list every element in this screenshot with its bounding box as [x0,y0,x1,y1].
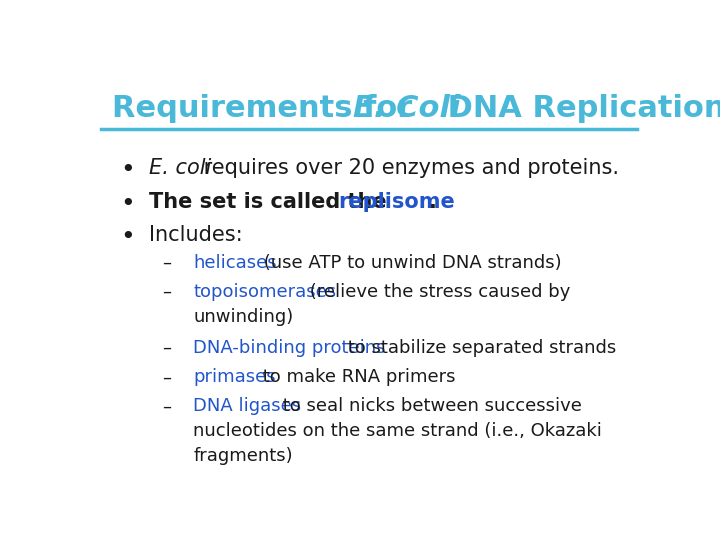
Text: Requirements for: Requirements for [112,94,423,123]
Text: (use ATP to unwind DNA strands): (use ATP to unwind DNA strands) [258,254,562,272]
Text: unwinding): unwinding) [193,308,294,326]
Text: nucleotides on the same strand (i.e., Okazaki: nucleotides on the same strand (i.e., Ok… [193,422,602,441]
Text: topoisomerases: topoisomerases [193,283,336,301]
Text: •: • [121,192,135,215]
Text: helicases: helicases [193,254,277,272]
Text: DNA Replication: DNA Replication [436,94,720,123]
Text: The set is called the: The set is called the [148,192,393,212]
Text: primases: primases [193,368,276,386]
Text: •: • [121,158,135,183]
Text: –: – [163,283,171,301]
Text: DNA ligases: DNA ligases [193,397,302,415]
Text: requires over 20 enzymes and proteins.: requires over 20 enzymes and proteins. [197,158,618,178]
Text: to make RNA primers: to make RNA primers [257,368,456,386]
Text: (relieve the stress caused by: (relieve the stress caused by [304,283,570,301]
Text: to stabilize separated strands: to stabilize separated strands [343,339,616,357]
Text: •: • [121,225,135,249]
Text: Includes:: Includes: [148,225,242,245]
Text: –: – [163,397,171,415]
Text: –: – [163,339,171,357]
Text: replisome: replisome [338,192,455,212]
Text: fragments): fragments) [193,447,293,465]
Text: DNA-binding proteins: DNA-binding proteins [193,339,386,357]
Text: E. Coli: E. Coli [354,94,461,123]
Text: E. coli: E. coli [148,158,211,178]
Text: –: – [163,254,171,272]
Text: –: – [163,368,171,386]
Text: .: . [429,192,437,212]
Text: to seal nicks between successive: to seal nicks between successive [277,397,582,415]
